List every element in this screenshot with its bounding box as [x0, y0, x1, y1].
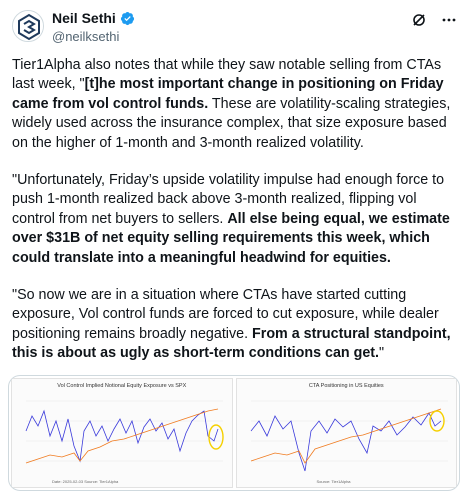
chart-source: Source: Tier1Alpha [316, 479, 351, 484]
chart-image-2[interactable]: CTA Positioning in US Equities Source: T… [235, 378, 457, 488]
chart-source: Date: 2025-02-03 Source: Tier1Alpha [52, 479, 119, 484]
post-header: Neil Sethi @neilksethi [12, 8, 457, 52]
paragraph-text: " [379, 345, 385, 362]
verified-badge-icon [120, 11, 134, 25]
chart-image-1[interactable]: Vol Control Implied Notional Equity Expo… [11, 378, 233, 488]
paragraph-bold-text: From a structural standpoint, this is ab… [12, 325, 451, 362]
author-handle[interactable]: @neilksethi [52, 29, 120, 44]
post-paragraph-3: "So now we are in a situation where CTAs… [12, 286, 455, 364]
post-media[interactable]: Vol Control Implied Notional Equity Expo… [8, 375, 460, 491]
chart-plot-2 [250, 400, 448, 472]
post-paragraph-1: Tier1Alpha also notes that while they sa… [12, 56, 455, 153]
paragraph-text: "So now we are in a situation where CTAs… [12, 287, 439, 342]
author-name[interactable]: Neil Sethi [52, 10, 116, 26]
chart-plot-1 [25, 400, 224, 464]
paragraph-text: Tier1Alpha also notes that while they sa… [12, 57, 442, 93]
avatar[interactable] [12, 10, 44, 42]
post-actions [411, 12, 457, 32]
post-body: Tier1Alpha also notes that while they sa… [12, 56, 455, 382]
paragraph-text: These are volatility-scaling strategies,… [12, 95, 451, 151]
avatar-logo-icon [13, 11, 43, 41]
author-name-row: Neil Sethi [52, 10, 135, 26]
chart-title: CTA Positioning in US Equities [308, 383, 384, 389]
paragraph-bold-text: All else being equal, we estimate over $… [12, 210, 450, 266]
more-dots-icon[interactable] [441, 12, 457, 32]
grok-icon[interactable] [411, 12, 427, 32]
paragraph-text: "Unfortunately, Friday’s upside volatili… [12, 172, 445, 227]
post-paragraph-2: "Unfortunately, Friday’s upside volatili… [12, 171, 455, 268]
chart-title: Vol Control Implied Notional Equity Expo… [57, 383, 187, 389]
paragraph-bold-text: [t]he most important change in positioni… [12, 76, 444, 112]
